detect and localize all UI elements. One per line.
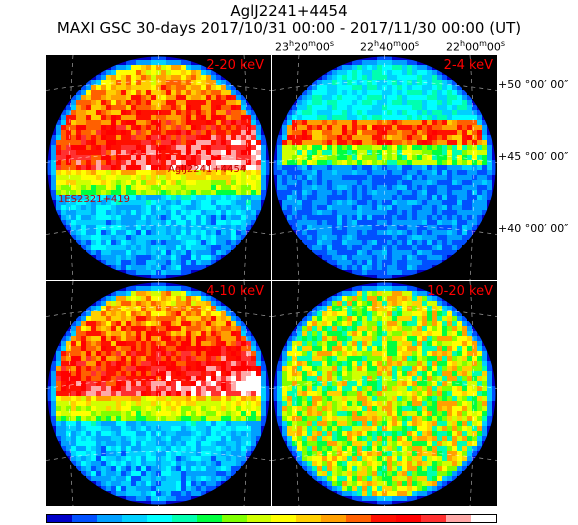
color-scale-step <box>221 515 247 522</box>
ra-label-3: 22h00m00s <box>446 39 506 54</box>
ra-grid-line <box>243 55 249 281</box>
color-scale-step <box>421 515 446 522</box>
ra-grid-line <box>68 55 74 281</box>
color-scale-step <box>371 515 397 522</box>
ra-grid-line <box>469 55 475 281</box>
ra-grid-line <box>294 55 300 281</box>
color-scale-step <box>96 515 122 522</box>
source-label-1es2321: 1ES2321+419 <box>58 194 130 205</box>
color-scale-step <box>271 515 297 522</box>
color-scale-step <box>146 515 172 522</box>
ra-grid-line <box>68 280 74 506</box>
color-scale-step <box>321 515 347 522</box>
ra-grid-line <box>469 280 475 506</box>
color-scale-step <box>196 515 222 522</box>
band-label-2-4: 2-4 keV <box>444 58 493 73</box>
band-label-10-20: 10-20 keV <box>427 284 493 299</box>
ra-label-1: 23h20m00s <box>275 39 335 54</box>
band-label-4-10: 4-10 keV <box>206 284 264 299</box>
map-title: AglJ2241+4454 <box>230 2 348 20</box>
color-scale-step <box>470 515 496 522</box>
sky-panel-1 <box>47 56 270 279</box>
band-label-2-20: 2-20 keV <box>206 58 264 73</box>
color-scale-bar <box>46 514 497 523</box>
color-scale-step <box>71 515 97 522</box>
dec-label-1: +50 °00′ 00″ <box>498 78 569 91</box>
color-scale-step <box>246 515 272 522</box>
color-scale-step <box>47 515 72 522</box>
source-label-aglj2241: AglJ2241+4454 <box>168 164 246 175</box>
color-scale-step <box>171 515 197 522</box>
dec-label-3: +40 °00′ 00″ <box>498 222 569 235</box>
dec-label-2: +45 °00′ 00″ <box>498 150 569 163</box>
observation-subtitle: MAXI GSC 30-days 2017/10/31 00:00 - 2017… <box>56 19 522 37</box>
ra-grid-line <box>294 280 300 506</box>
ra-grid-line <box>243 280 249 506</box>
color-scale-step <box>296 515 322 522</box>
color-scale-step <box>446 515 471 522</box>
color-scale-step <box>346 515 372 522</box>
color-scale-step <box>396 515 422 522</box>
ra-label-2: 22h40m00s <box>360 39 420 54</box>
sky-map-figure: 2-20 keV 2-4 keV 4-10 keV 10-20 keV AglJ… <box>46 55 497 506</box>
color-scale-step <box>121 515 147 522</box>
